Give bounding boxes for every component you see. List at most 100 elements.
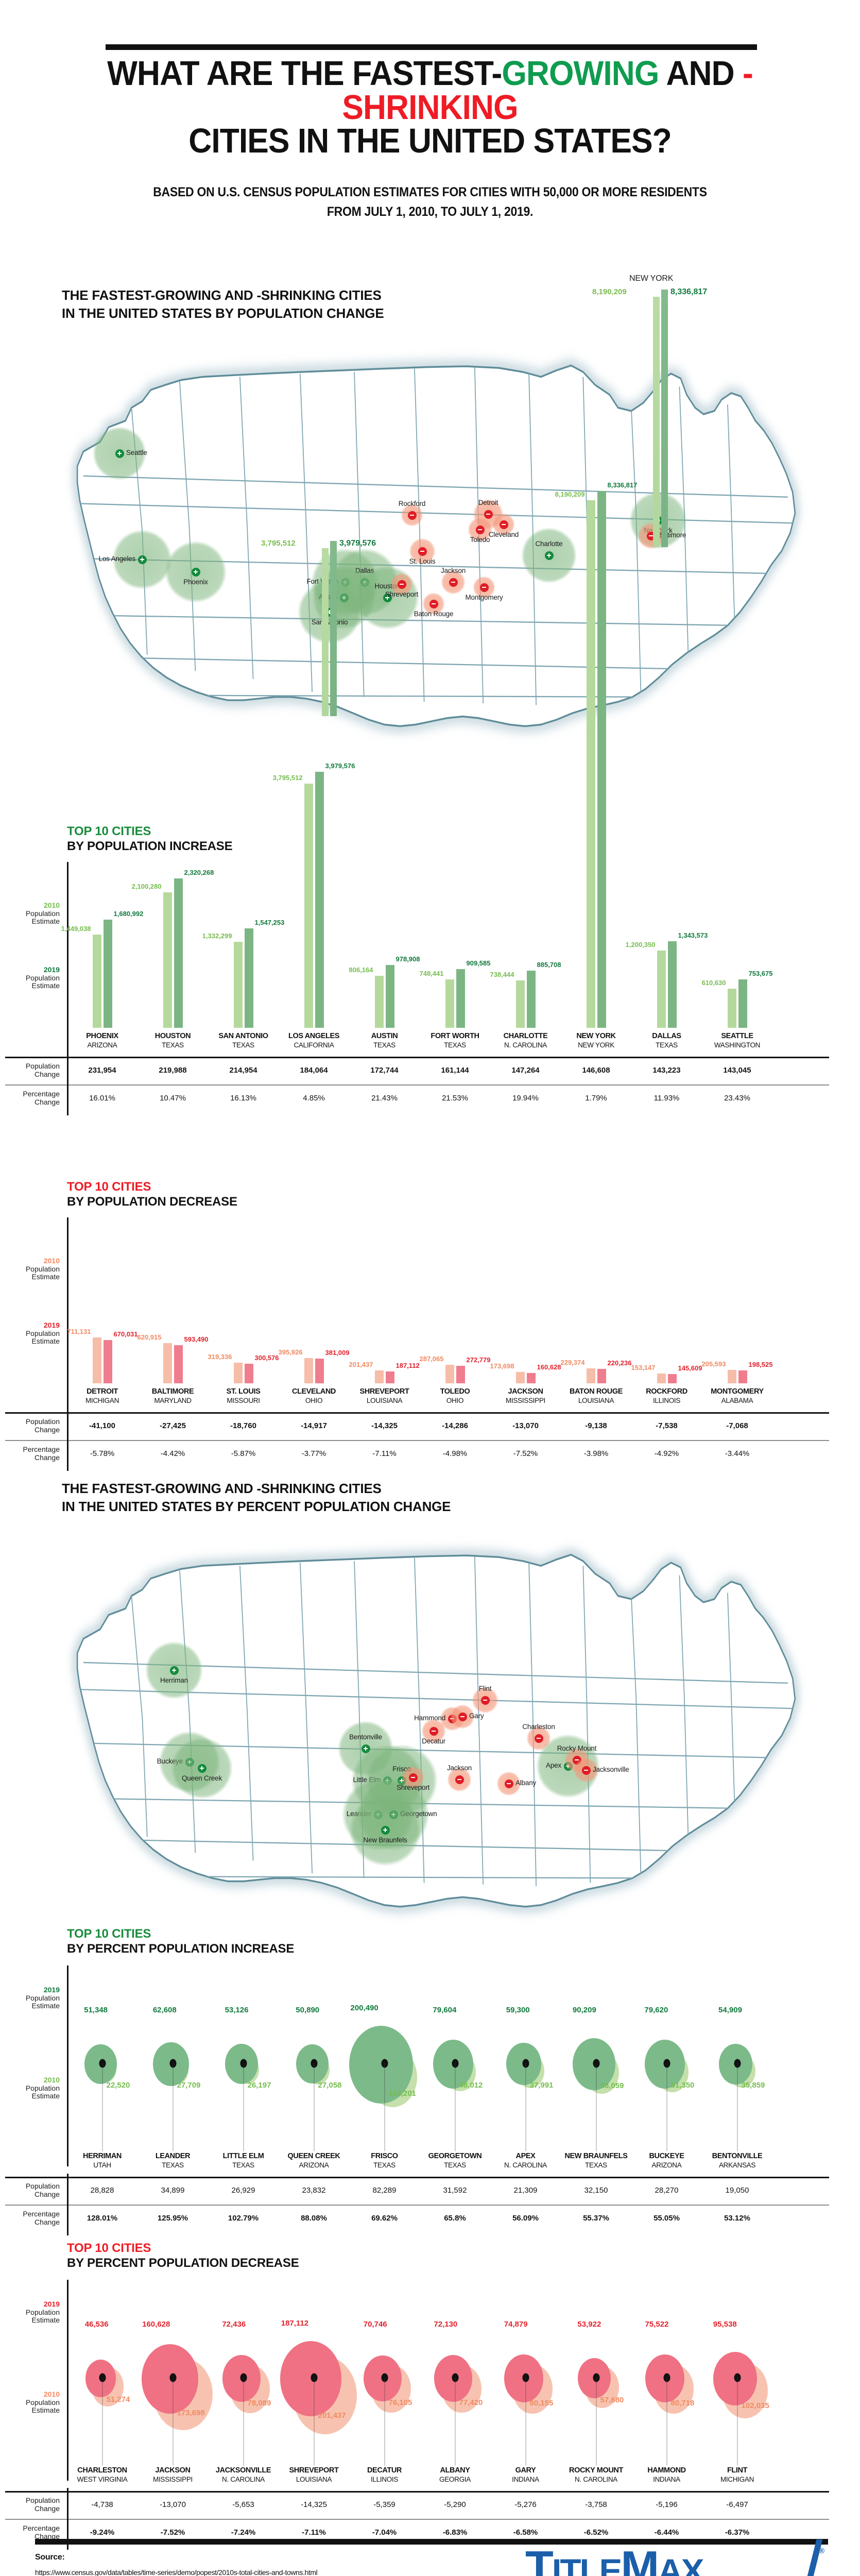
bubble-value-2010: 80,718 [670,2399,695,2408]
callout-bar-2019 [330,541,337,716]
plus-icon [383,1776,392,1785]
bar-value-2010: 1,449,038 [61,924,91,933]
plus-icon [360,578,369,587]
legend-line-2: Estimate [31,1273,60,1281]
minus-icon [448,1714,457,1723]
minus-icon [429,1726,438,1736]
callout-city-name: NEW YORK [629,274,674,283]
category-city: ROCKY MOUNT [569,2466,623,2475]
table-cell-percentage-change: -4.98% [442,1449,468,1458]
bar-2010 [586,1368,595,1383]
y-axis-legend-2019: 2019 Population Estimate [0,965,60,990]
plus-icon [339,593,349,602]
bar-value-2010: 748,441 [419,970,444,978]
table-cell-population-change: -5,359 [373,2500,395,2509]
map2-heading-line-1: THE FASTEST-GROWING AND -SHRINKING CITIE… [62,1481,382,1496]
table-row-label: Percentage Change [0,2210,60,2226]
map-city-label-charleston: Charleston [522,1723,555,1731]
bubble-value-2019: 75,522 [645,2320,669,2329]
legend-line-1: Population [25,1329,60,1337]
bar-group [92,1337,112,1383]
leader-line [384,2063,385,2151]
category-label: ALBANY GEORGIA [420,2466,490,2484]
category-state: TEXAS [162,1041,184,1049]
minus-icon [455,1775,464,1784]
minus-icon [429,599,438,608]
plus-icon [373,1810,383,1819]
category-state: N. CAROLINA [504,1041,547,1049]
bar-value-2019: 187,112 [395,1361,420,1369]
bar-value-2010: 2,100,280 [131,883,162,891]
bubble-value-2019: 53,922 [577,2320,601,2329]
legend-line-2: Estimate [31,2316,60,2325]
category-state: N. CAROLINA [575,2475,617,2483]
plus-icon [563,1761,573,1771]
category-city: LOS ANGELES [288,1032,339,1040]
minus-icon [504,1779,513,1788]
table-cell-population-change: 214,954 [229,1066,257,1075]
bubble-group [61,2331,144,2424]
category-label: FRISCO TEXAS [349,2152,420,2170]
category-city: DECATUR [367,2466,402,2475]
y-axis-legend-2010: 2010 Population Estimate [0,2076,60,2100]
y-axis-legend-2010: 2010 Population Estimate [0,2390,60,2415]
bar-2019 [315,1359,324,1383]
category-city: CHARLOTTE [503,1032,548,1040]
bar-2010 [374,1370,384,1383]
category-state: TEXAS [656,1041,678,1049]
plus-icon [185,1757,194,1767]
bar-2019 [385,1371,394,1383]
titlemax-logo[interactable]: TITLEMAX ® [525,2539,829,2576]
bubble-value-2010: 58,059 [600,2081,624,2091]
bar-value-2010: 201,437 [349,1360,373,1368]
bar-group [304,771,324,1028]
bar-group [445,969,465,1028]
table-top-rule [5,2491,829,2493]
table-cell-population-change: -14,286 [442,1421,468,1430]
table-cell-percentage-change: -7.04% [372,2528,397,2537]
bar-value-2019: 300,576 [254,1354,279,1362]
source-url[interactable]: https://www.census.gov/data/tables/time-… [35,2568,318,2576]
map-city-label-st-louis: St. Louis [409,557,436,565]
bar-group [374,964,394,1028]
table-cell-population-change: -41,100 [89,1421,115,1430]
y-axis-legend-2019: 2019 Population Estimate [0,1321,60,1346]
bubble-group [485,2331,567,2424]
category-city: GARY [515,2466,536,2475]
category-city: HOUSTON [154,1032,191,1040]
bar-2010 [92,934,101,1028]
table-cell-percentage-change: 4.85% [303,1094,325,1103]
table-cell-percentage-change: -6.37% [725,2528,750,2537]
legend-line-2: Estimate [31,981,60,990]
bar-2019 [244,1364,253,1383]
map-city-label-san-antonio: San Antonio [311,618,348,626]
category-label: FORT WORTH TEXAS [420,1032,490,1049]
bubble-value-2010: 80,155 [529,2399,554,2408]
category-label: JACKSON MISSISSIPPI [137,2466,208,2484]
category-label: AUSTIN TEXAS [349,1032,420,1049]
table-cell-percentage-change: 11.93% [653,1094,680,1103]
category-label: ROCKFORD ILLINOIS [631,1387,702,1405]
table-divider [67,2488,68,2550]
bubble-value-2019: 200,490 [350,2004,379,2012]
bar-2010 [304,1358,313,1383]
bar-group [163,878,183,1028]
category-state: TEXAS [232,2161,254,2169]
bar-2010 [657,950,666,1028]
bubble-value-2019: 46,536 [84,2320,109,2329]
bar-2019 [174,878,183,1028]
bar-value-2019: 1,680,992 [113,909,144,918]
table-cell-population-change: 21,309 [513,2186,538,2195]
title-text-shrinking: -SHRINKING [342,54,753,127]
row-label-line-1: Percentage [23,1445,60,1453]
category-city: NEW BRAUNFELS [564,2152,628,2160]
bubble-value-2010: 27,709 [177,2081,201,2090]
chart-title-line-1: TOP 10 CITIES [67,824,151,838]
bar-group [374,1370,394,1383]
category-state: MISSISSIPPI [153,2475,193,2483]
bubble-group [414,2331,496,2424]
bubble-value-2019: 95,538 [713,2320,737,2329]
bubble-group [202,2017,285,2110]
legend-year: 2019 [43,2300,60,2308]
map-city-label-charlotte: Charlotte [535,540,563,548]
